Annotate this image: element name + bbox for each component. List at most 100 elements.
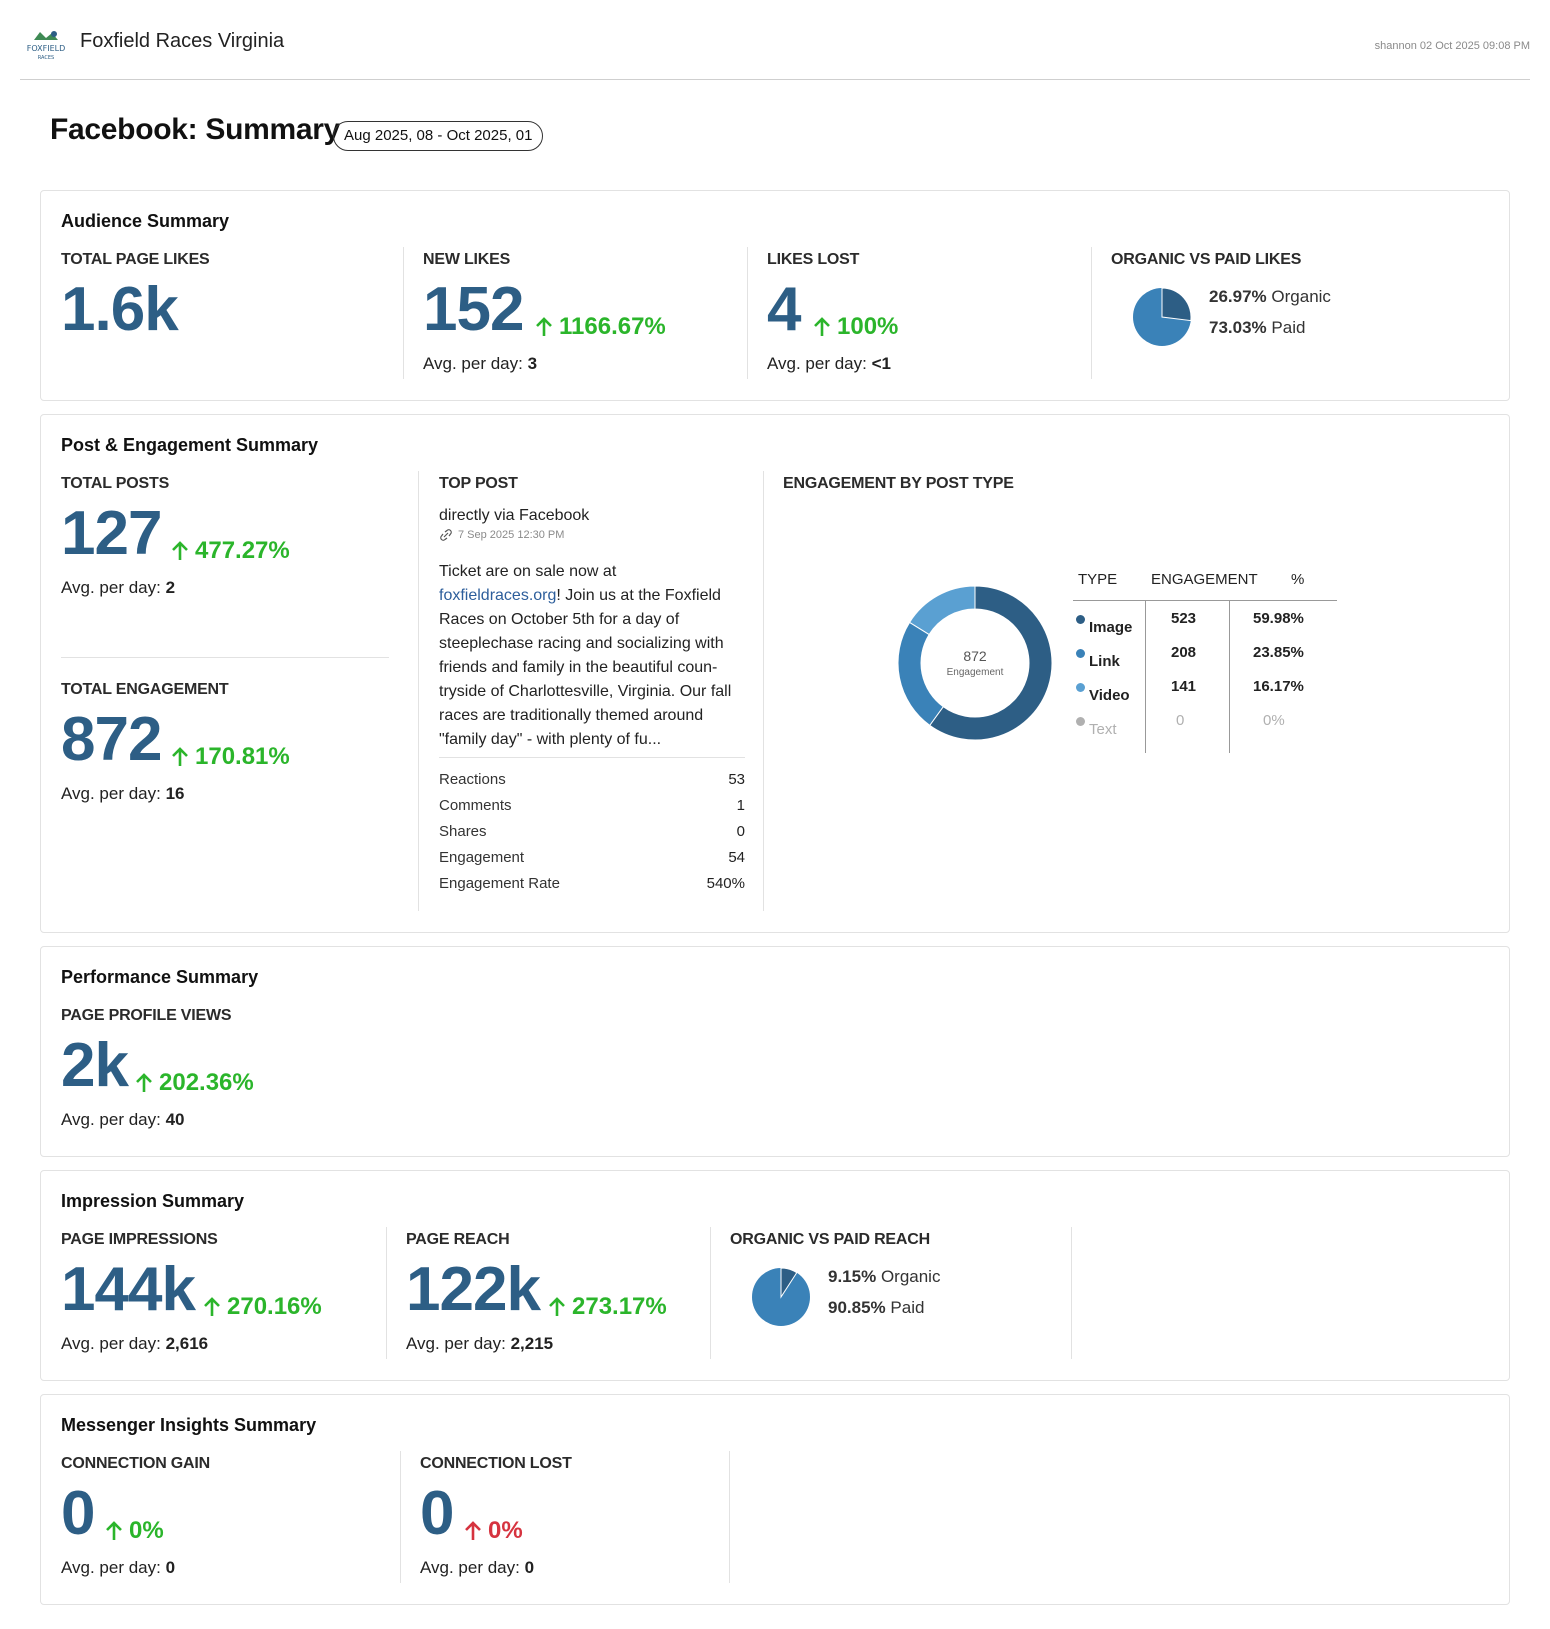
connection-lost-label: CONNECTION LOST bbox=[420, 1455, 572, 1472]
total-posts-label: TOTAL POSTS bbox=[61, 475, 170, 492]
delta-text: 1166.67% bbox=[559, 313, 666, 340]
paid-label: Paid bbox=[890, 1298, 925, 1317]
total-engagement-value: 872 bbox=[61, 705, 162, 774]
delta-text: 273.17% bbox=[572, 1293, 667, 1320]
pie-organic-slice bbox=[1161, 287, 1192, 322]
organic-vs-paid-likes-legend: 26.97% Organic 73.03% Paid bbox=[1209, 281, 1331, 343]
engagement-cell: 523 bbox=[1171, 610, 1197, 627]
divider bbox=[61, 657, 389, 658]
page-profile-views-avg: Avg. per day: 40 bbox=[61, 1110, 185, 1130]
avg-value: 16 bbox=[165, 784, 185, 803]
pct-cell: 16.17% bbox=[1253, 678, 1304, 695]
divider bbox=[1091, 247, 1092, 379]
pct-cell: 59.98% bbox=[1253, 610, 1304, 627]
table-row: Image 523 59.98% bbox=[1073, 601, 1337, 636]
organic-vs-paid-likes-label: ORGANIC VS PAID LIKES bbox=[1111, 251, 1302, 268]
page-profile-views-delta: 202.36% bbox=[133, 1071, 254, 1095]
arrow-up-icon bbox=[204, 1297, 220, 1316]
avg-value: 40 bbox=[165, 1110, 185, 1129]
body-link[interactable]: foxfieldraces.org bbox=[439, 587, 557, 604]
date-range-pill[interactable]: Aug 2025, 08 - Oct 2025, 01 bbox=[333, 121, 544, 151]
donut-center-value: 872 bbox=[963, 648, 987, 664]
total-posts-avg: Avg. per day: 2 bbox=[61, 578, 175, 598]
paid-pct: 90.85% bbox=[828, 1298, 886, 1317]
engagement-by-type-label: ENGAGEMENT BY POST TYPE bbox=[783, 475, 1014, 492]
engagement-donut-chart: 872 Engagement bbox=[897, 585, 1053, 741]
foxfield-logo: FOXFIELD RACES bbox=[27, 31, 65, 61]
col-type: TYPE bbox=[1078, 571, 1118, 588]
legend-dot bbox=[1076, 682, 1085, 692]
pct-cell: 0% bbox=[1263, 712, 1285, 729]
total-posts-delta: 477.27% bbox=[169, 539, 290, 563]
top-post-stats: Reactions 53 Comments 1 Shares 0 Engagement… bbox=[439, 767, 745, 897]
card-title: Audience Summary bbox=[61, 211, 230, 231]
likes-lost-value: 4 bbox=[767, 275, 801, 344]
type-cell: Link bbox=[1076, 644, 1120, 670]
stat-row: Shares 0 bbox=[439, 819, 745, 845]
connection-gain-avg: Avg. per day: 0 bbox=[61, 1558, 175, 1578]
table-row: Link 208 23.85% bbox=[1073, 635, 1337, 670]
connection-gain-label: CONNECTION GAIN bbox=[61, 1455, 211, 1472]
divider bbox=[763, 471, 764, 911]
new-likes-delta: 1166.67% bbox=[533, 315, 666, 339]
legend-dot bbox=[1076, 648, 1085, 658]
stat-label: Engagement Rate bbox=[439, 875, 560, 892]
total-page-likes-label: TOTAL PAGE LIKES bbox=[61, 251, 210, 268]
delta-text: 202.36% bbox=[159, 1069, 254, 1096]
engagement-cell: 0 bbox=[1176, 712, 1185, 729]
divider bbox=[747, 247, 748, 379]
divider bbox=[386, 1227, 387, 1359]
total-engagement-avg: Avg. per day: 16 bbox=[61, 784, 185, 804]
arrow-up-icon bbox=[136, 1073, 152, 1092]
organic-pct: 9.15% bbox=[828, 1267, 877, 1286]
type-text: Image bbox=[1089, 619, 1133, 636]
donut-slice-image bbox=[929, 585, 1053, 741]
page-title: Facebook: Summary bbox=[50, 113, 340, 146]
generated-stamp: shannon 02 Oct 2025 09:08 PM bbox=[1374, 40, 1530, 52]
arrow-up-icon bbox=[106, 1521, 122, 1540]
stat-value: 1 bbox=[736, 797, 745, 814]
stat-label: Shares bbox=[439, 823, 487, 840]
page-impressions-label: PAGE IMPRESSIONS bbox=[61, 1231, 218, 1248]
paid-row: 90.85% Paid bbox=[828, 1292, 940, 1323]
likes-lost-avg: Avg. per day: <1 bbox=[767, 354, 891, 374]
stat-value: 53 bbox=[728, 771, 745, 788]
avg-value: 0 bbox=[524, 1558, 535, 1577]
new-likes-avg: Avg. per day: 3 bbox=[423, 354, 537, 374]
delta-text: 100% bbox=[837, 313, 899, 340]
avg-label: Avg. per day: bbox=[61, 784, 161, 803]
logo-subtext: RACES bbox=[38, 55, 54, 61]
link-icon[interactable] bbox=[439, 529, 453, 541]
pie-organic-slice bbox=[780, 1267, 798, 1299]
divider bbox=[710, 1227, 711, 1359]
card-title: Performance Summary bbox=[61, 967, 259, 987]
avg-value: <1 bbox=[871, 354, 891, 373]
new-likes-label: NEW LIKES bbox=[423, 251, 511, 268]
type-cell: Image bbox=[1076, 610, 1132, 636]
avg-label: Avg. per day: bbox=[767, 354, 867, 373]
donut-center-label: Engagement bbox=[947, 667, 1004, 678]
page-profile-views-label: PAGE PROFILE VIEWS bbox=[61, 1007, 232, 1024]
avg-label: Avg. per day: bbox=[61, 1110, 161, 1129]
divider bbox=[729, 1451, 730, 1583]
avg-label: Avg. per day: bbox=[423, 354, 523, 373]
messenger-insights-card: Messenger Insights Summary CONNECTION GA… bbox=[40, 1394, 1510, 1605]
divider bbox=[439, 757, 745, 758]
stat-label: Comments bbox=[439, 797, 512, 814]
table-row: Text 0 0% bbox=[1073, 703, 1337, 738]
divider bbox=[1071, 1227, 1072, 1359]
stat-row: Engagement Rate 540% bbox=[439, 871, 745, 897]
page-profile-views-value: 2k bbox=[61, 1031, 129, 1100]
top-post-body: Ticket are on sale now at foxfieldraces.… bbox=[439, 560, 739, 752]
stat-value: 54 bbox=[728, 849, 745, 866]
arrow-up-icon bbox=[465, 1521, 481, 1540]
avg-value: 2,616 bbox=[165, 1334, 209, 1353]
page-impressions-delta: 270.16% bbox=[201, 1295, 322, 1319]
stat-label: Reactions bbox=[439, 771, 506, 788]
page-reach-label: PAGE REACH bbox=[406, 1231, 510, 1248]
stat-label: Engagement bbox=[439, 849, 525, 866]
type-cell: Video bbox=[1076, 678, 1130, 704]
donut-slice-link bbox=[897, 621, 945, 727]
delta-text: 0% bbox=[488, 1517, 523, 1544]
stat-row: Reactions 53 bbox=[439, 767, 745, 793]
